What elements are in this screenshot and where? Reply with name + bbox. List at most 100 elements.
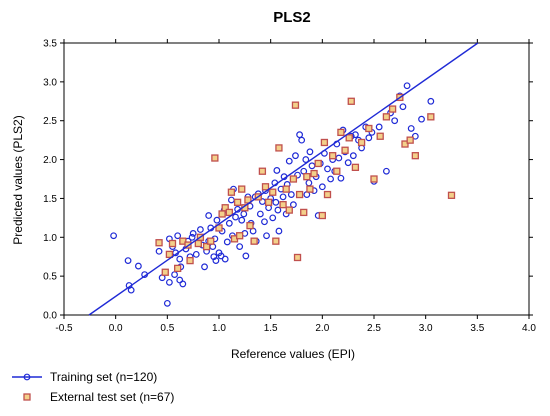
x-tick-label: 2.5 — [367, 323, 381, 334]
training-point — [273, 167, 281, 174]
x-axis: -0.5 0.0 0.5 1.0 1.5 2.0 2.5 3.0 3.5 4.0 — [55, 39, 536, 334]
test-point — [207, 237, 215, 245]
training-point — [212, 257, 220, 265]
test-point — [293, 253, 302, 262]
test-point — [236, 232, 244, 240]
test-point — [215, 224, 223, 232]
test-point — [186, 256, 194, 265]
y-tick-label: 1.0 — [43, 233, 57, 244]
test-point — [345, 134, 353, 142]
test-point — [211, 154, 219, 162]
training-point — [427, 97, 435, 105]
x-tick-label: -0.5 — [55, 323, 73, 334]
training-point — [256, 210, 264, 218]
test-point — [365, 124, 373, 133]
x-tick-label: 1.5 — [264, 323, 278, 334]
legend-training-label: Training set (n=120) — [50, 370, 157, 384]
test-point — [376, 132, 384, 140]
training-point — [213, 216, 221, 224]
test-point — [351, 163, 360, 171]
test-point — [238, 185, 246, 193]
test-point — [161, 268, 169, 276]
training-point — [306, 148, 314, 156]
y-tick-label: 0.5 — [43, 272, 57, 283]
test-point — [341, 146, 349, 154]
test-point — [370, 175, 378, 183]
training-point — [383, 167, 390, 175]
y-tick-label: 3.5 — [43, 39, 57, 50]
test-point — [323, 190, 332, 199]
test-point — [272, 237, 280, 245]
x-tick-label: 4.0 — [522, 323, 536, 334]
training-point — [225, 219, 233, 227]
test-point — [179, 237, 187, 245]
training-point — [375, 123, 383, 131]
test-point — [233, 198, 242, 206]
x-tick-label: 1.0 — [212, 323, 226, 334]
test-point — [318, 211, 326, 220]
training-point — [127, 286, 135, 294]
test-point — [300, 208, 308, 217]
regression-line — [88, 42, 479, 316]
test-point — [174, 264, 182, 273]
training-point — [232, 213, 239, 221]
training-point — [242, 252, 250, 260]
test-point — [388, 105, 397, 113]
test-point — [401, 140, 409, 148]
training-point — [365, 134, 373, 142]
training-point — [188, 233, 196, 241]
test-point — [282, 185, 290, 193]
test-point — [269, 188, 277, 196]
training-point — [238, 216, 246, 224]
test-point — [310, 169, 318, 178]
regression-line-layer — [88, 42, 479, 316]
training-point — [327, 175, 335, 183]
test-point — [264, 198, 273, 206]
training-point — [155, 247, 163, 255]
x-tick-label: 0.5 — [160, 323, 174, 334]
test-point — [357, 138, 366, 147]
test-point — [279, 200, 287, 209]
test-point — [303, 173, 311, 181]
x-tick-label: 3.0 — [419, 323, 433, 334]
test-point — [447, 191, 456, 199]
y-tick-label: 3.0 — [43, 77, 57, 88]
training-point — [302, 156, 310, 163]
test-point — [165, 250, 174, 259]
test-point — [227, 188, 236, 196]
y-axis: 0.0 0.5 1.0 1.5 2.0 2.5 3.0 3.5 — [43, 39, 533, 322]
training-point — [403, 82, 411, 90]
legend: Training set (n=120) External test set (n… — [12, 370, 174, 404]
x-tick-label: 3.5 — [470, 323, 484, 334]
training-point — [407, 125, 415, 132]
training-point — [294, 171, 301, 179]
training-point — [124, 257, 132, 265]
training-point — [391, 117, 399, 125]
y-axis-label: Predicted values (PLS2) — [11, 115, 25, 244]
test-point — [221, 204, 229, 212]
test-point — [427, 113, 435, 121]
training-point — [285, 157, 293, 165]
test-point — [246, 221, 254, 230]
training-point — [236, 243, 244, 251]
test-point — [250, 237, 258, 245]
test-point — [261, 183, 270, 191]
test-point — [295, 190, 304, 199]
legend-test-label: External test set (n=67) — [50, 390, 174, 404]
test-point — [244, 196, 252, 204]
training-point — [179, 280, 187, 288]
test-point — [382, 113, 391, 121]
test-point — [168, 239, 177, 248]
training-point — [176, 255, 184, 263]
y-tick-label: 2.0 — [43, 155, 57, 166]
test-point — [275, 144, 283, 152]
test-point — [194, 239, 202, 248]
y-tick-label: 0.0 — [43, 311, 57, 322]
x-tick-label: 2.0 — [315, 323, 329, 334]
x-tick-label: 0.0 — [109, 323, 123, 334]
test-point — [285, 206, 293, 214]
training-point — [274, 206, 282, 214]
training-point — [290, 201, 297, 209]
training-point — [324, 165, 331, 173]
